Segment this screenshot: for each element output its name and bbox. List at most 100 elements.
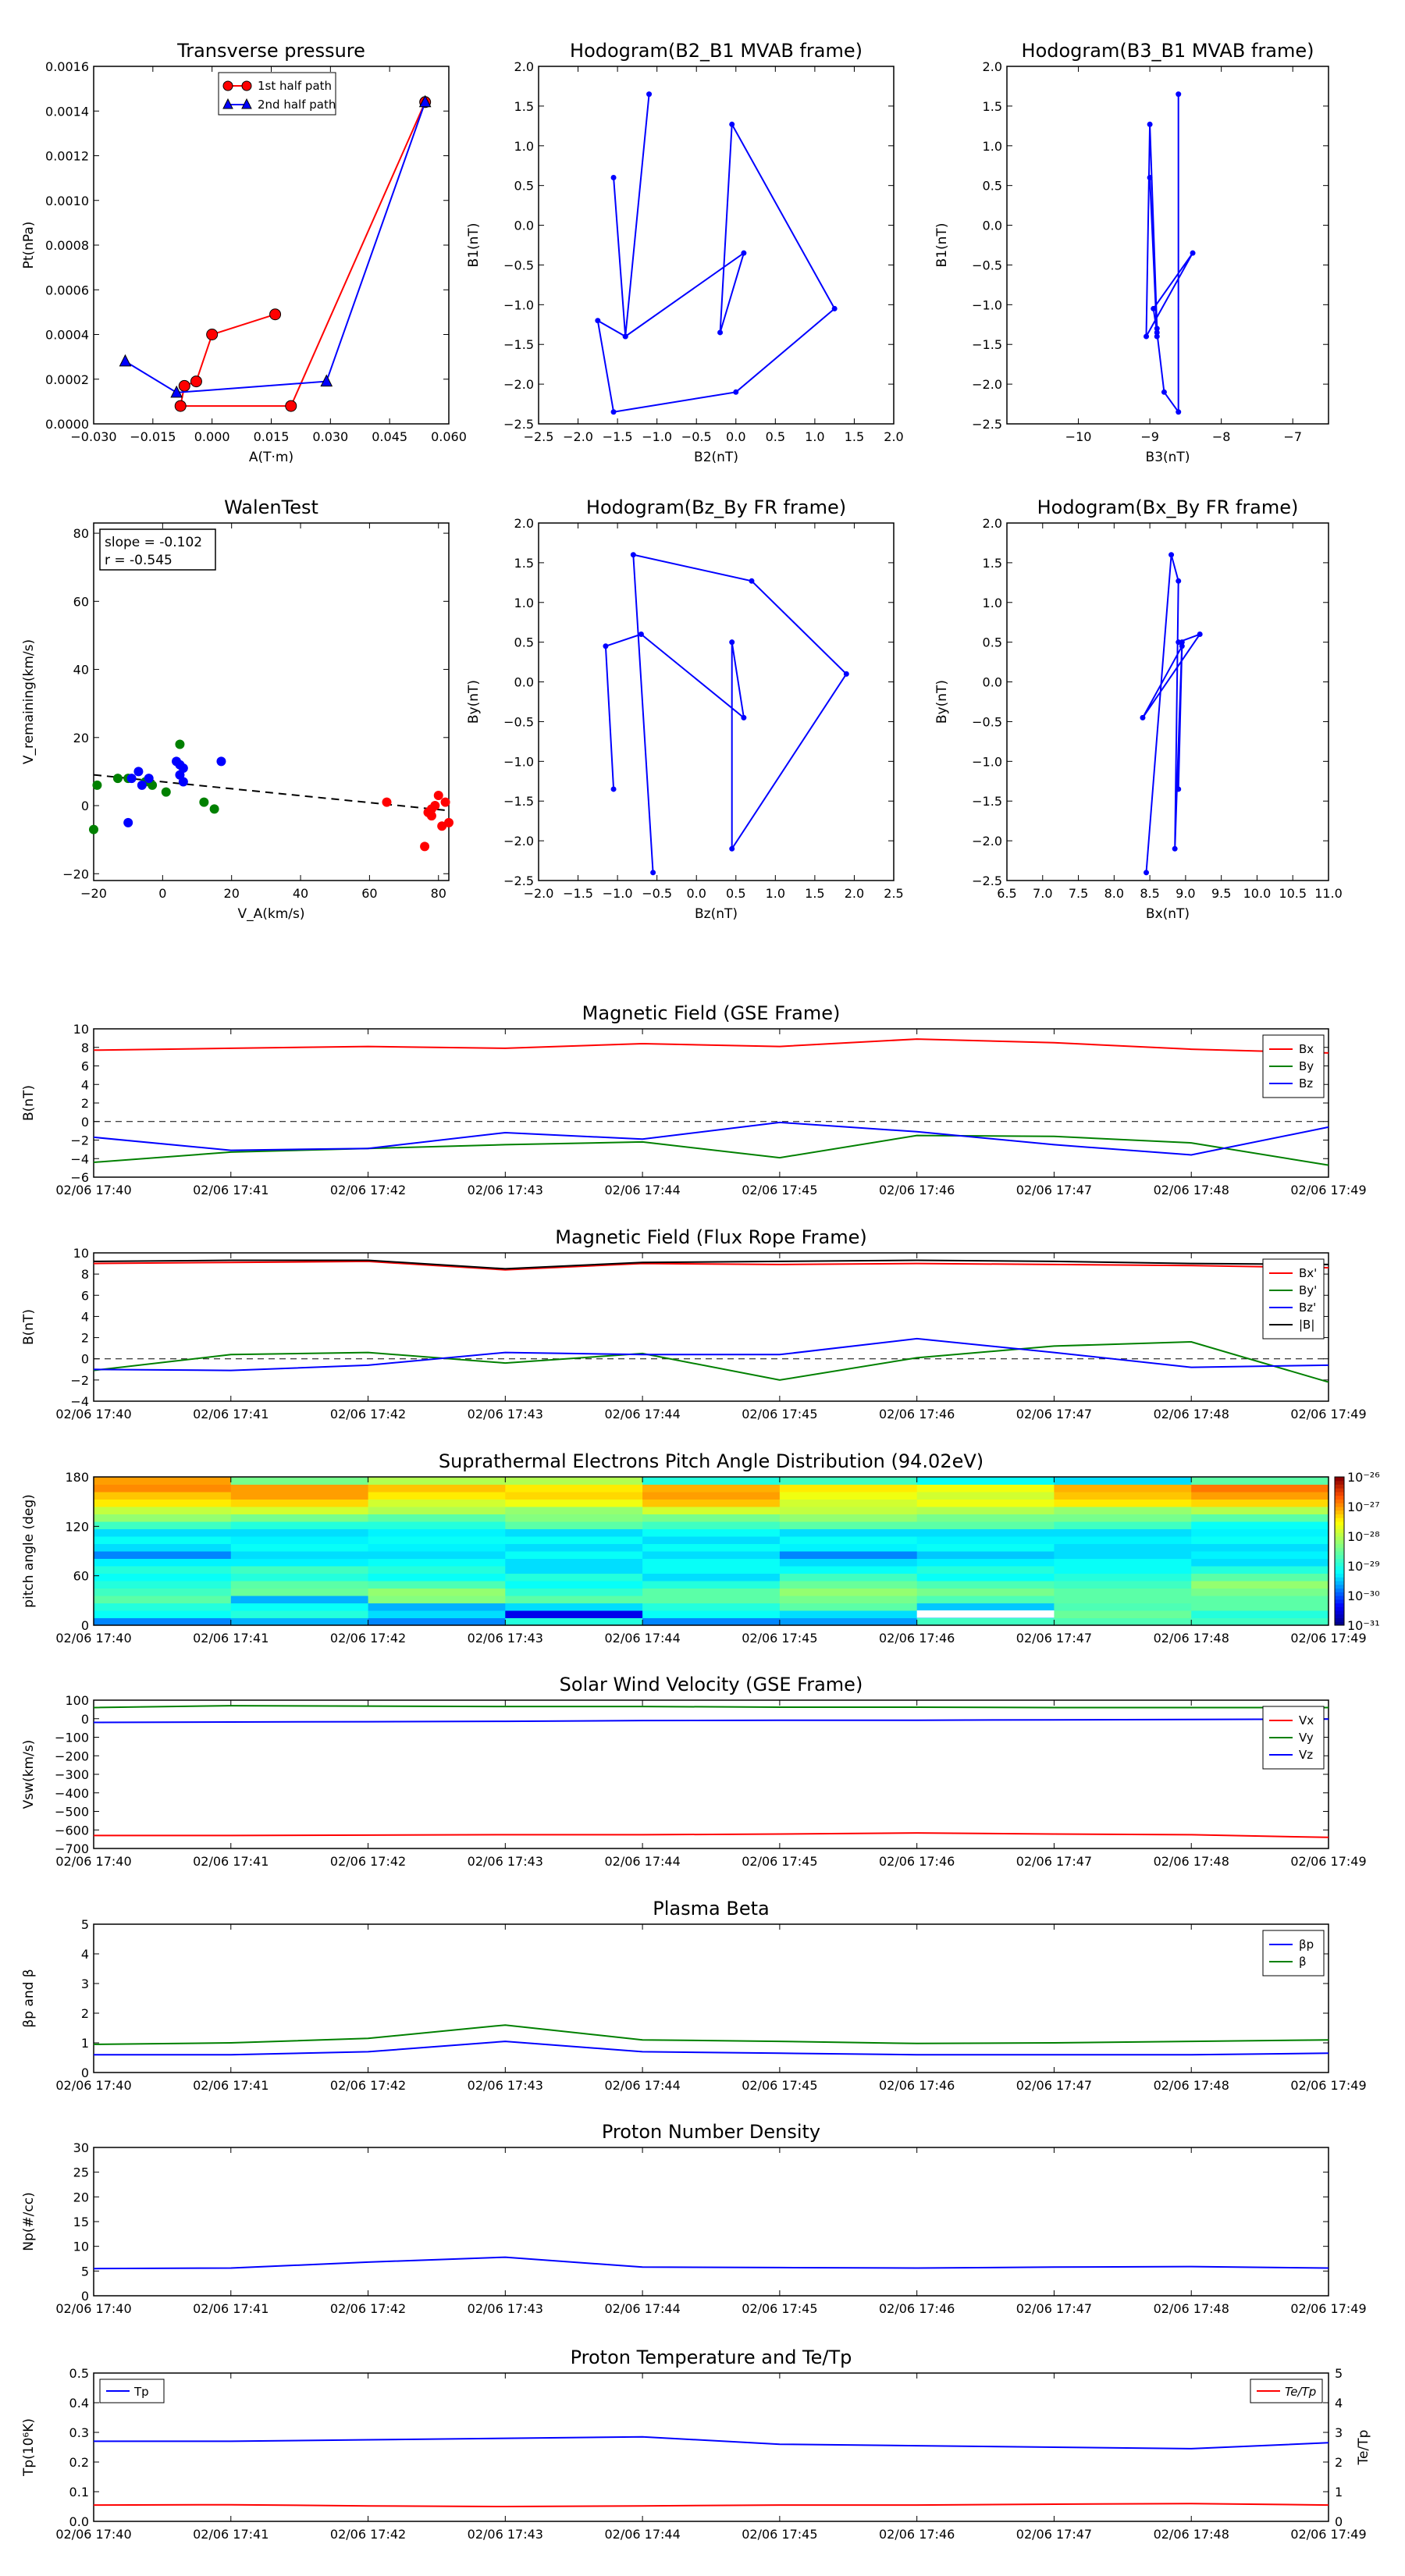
x-tick-label: 02/06 17:45 — [742, 1183, 817, 1197]
plot-frame — [93, 66, 450, 425]
heatmap-cell — [642, 1566, 781, 1574]
y-tick-label: 4 — [81, 1947, 89, 1962]
x-tick-label: 02/06 17:47 — [1016, 2078, 1092, 2093]
y-tick-label: 0.0014 — [45, 104, 89, 119]
data-point — [1161, 389, 1167, 395]
colorbar-segment — [1335, 1581, 1344, 1585]
legend-label: By' — [1299, 1283, 1317, 1297]
y-tick-label: −2.5 — [503, 417, 534, 432]
heatmap-cell — [1191, 1581, 1329, 1589]
x-tick-label: 02/06 17:41 — [193, 1631, 269, 1646]
heatmap-cell — [505, 1558, 643, 1567]
y-tick-label: 0.1 — [69, 2485, 89, 2500]
x-tick-label: 11.0 — [1314, 886, 1343, 901]
chart-title: Plasma Beta — [653, 1898, 769, 1920]
y-tick-label: 0.5 — [983, 179, 1002, 194]
colorbar-segment — [1335, 1599, 1344, 1603]
colorbar-segment — [1335, 1614, 1344, 1618]
heatmap-cell — [230, 1514, 369, 1522]
heatmap-cell — [368, 1507, 506, 1514]
chart-vsw: −700 −600 −500 −400 −300 −200 −100 0 100 02/06 17… — [21, 1674, 1367, 1869]
x-tick-label: 02/06 17:44 — [604, 1407, 680, 1421]
heatmap-cell — [916, 1521, 1055, 1529]
data-point — [206, 329, 219, 340]
x-tick-label: 02/06 17:41 — [193, 2301, 269, 2316]
y-tick-label: 2 — [81, 1096, 89, 1111]
x-tick-label: −8 — [1212, 429, 1231, 444]
x-tick-label: 0.0 — [686, 886, 706, 901]
colorbar-tick-label: 10⁻³⁰ — [1347, 1589, 1380, 1603]
x-tick-label: 02/06 17:42 — [330, 2301, 406, 2316]
heatmap-cell — [1191, 1514, 1329, 1522]
data-point — [831, 305, 838, 311]
heatmap-cell — [642, 1536, 781, 1544]
heatmap-cell — [505, 1551, 643, 1559]
heatmap-cell — [505, 1617, 643, 1626]
colorbar-segment — [1335, 1492, 1344, 1496]
colorbar-segment — [1335, 1596, 1344, 1600]
y-tick-label: −1.5 — [503, 337, 534, 352]
heatmap-cell — [94, 1617, 232, 1626]
scatter-point — [144, 774, 154, 784]
x-axis-label: B3(nT) — [1146, 450, 1190, 465]
y-tick-label: 2.0 — [514, 516, 534, 531]
x-axis-label: A(T·m) — [249, 450, 293, 465]
series-line — [93, 1260, 1329, 1271]
x-tick-label: −1.0 — [603, 886, 633, 901]
heatmap-cell — [230, 1521, 369, 1529]
x-tick-label: 02/06 17:45 — [742, 2301, 817, 2316]
y-tick-label: 8 — [81, 1041, 89, 1055]
data-point — [1154, 333, 1160, 340]
x-tick-label: 02/06 17:44 — [604, 1854, 680, 1869]
heatmap-cell — [916, 1507, 1055, 1514]
series-line — [179, 101, 426, 407]
heatmap-cell — [916, 1588, 1055, 1596]
y-tick-label: 60 — [73, 1569, 89, 1584]
series-line — [94, 2435, 1329, 2450]
y-tick-label: 1.5 — [514, 556, 534, 571]
scatter-point — [137, 780, 147, 790]
data-point — [1147, 174, 1153, 180]
data-point — [1176, 786, 1182, 792]
x-tick-label: 02/06 17:46 — [879, 2527, 955, 2542]
x-tick-label: 60 — [361, 886, 377, 901]
y-tick-label: 2.0 — [983, 516, 1002, 531]
heatmap-cell — [916, 1536, 1055, 1544]
x-tick-label: 02/06 17:48 — [1154, 2301, 1229, 2316]
x-tick-label: 02/06 17:43 — [468, 2301, 543, 2316]
heatmap-cell — [230, 1573, 369, 1582]
x-tick-label: −2.5 — [524, 429, 554, 444]
scatter-point — [216, 756, 226, 767]
scatter-point — [89, 824, 98, 834]
plot-frame — [93, 522, 450, 881]
chart-title: Transverse pressure — [176, 40, 365, 62]
heatmap-cell — [1054, 1499, 1192, 1507]
x-tick-label: 0.060 — [431, 429, 467, 444]
x-tick-label: 02/06 17:44 — [604, 1183, 680, 1197]
heatmap-cell — [368, 1610, 506, 1618]
y-tick-label: 100 — [65, 1693, 89, 1708]
legend-label: Vz — [1299, 1748, 1313, 1762]
heatmap-cell — [505, 1581, 643, 1589]
y-tick-label: −700 — [55, 1841, 89, 1856]
heatmap-cell — [916, 1514, 1055, 1522]
heatmap-cell — [779, 1477, 918, 1485]
heatmap-cell — [916, 1573, 1055, 1582]
heatmap-cell — [916, 1558, 1055, 1567]
y-tick-label: 180 — [65, 1470, 89, 1485]
series-line — [1145, 94, 1193, 415]
heatmap-cell — [368, 1551, 506, 1559]
x-tick-label: 02/06 17:43 — [468, 1407, 543, 1421]
series-line — [93, 2024, 1329, 2045]
x-tick-label: 9.0 — [1176, 886, 1195, 901]
x-tick-label: 8.0 — [1104, 886, 1124, 901]
legend-label: By — [1299, 1059, 1314, 1073]
y-axis-label: βp and β — [21, 1969, 37, 2027]
y-tick-label: 5 — [81, 2264, 89, 2279]
heatmap-cell — [916, 1551, 1055, 1559]
y-axis-label: Pt(nPa) — [21, 222, 37, 269]
y-tick-label: −0.5 — [503, 714, 534, 729]
x-tick-label: 0 — [158, 886, 166, 901]
heatmap-cell — [1054, 1588, 1192, 1596]
data-point — [1154, 326, 1160, 332]
